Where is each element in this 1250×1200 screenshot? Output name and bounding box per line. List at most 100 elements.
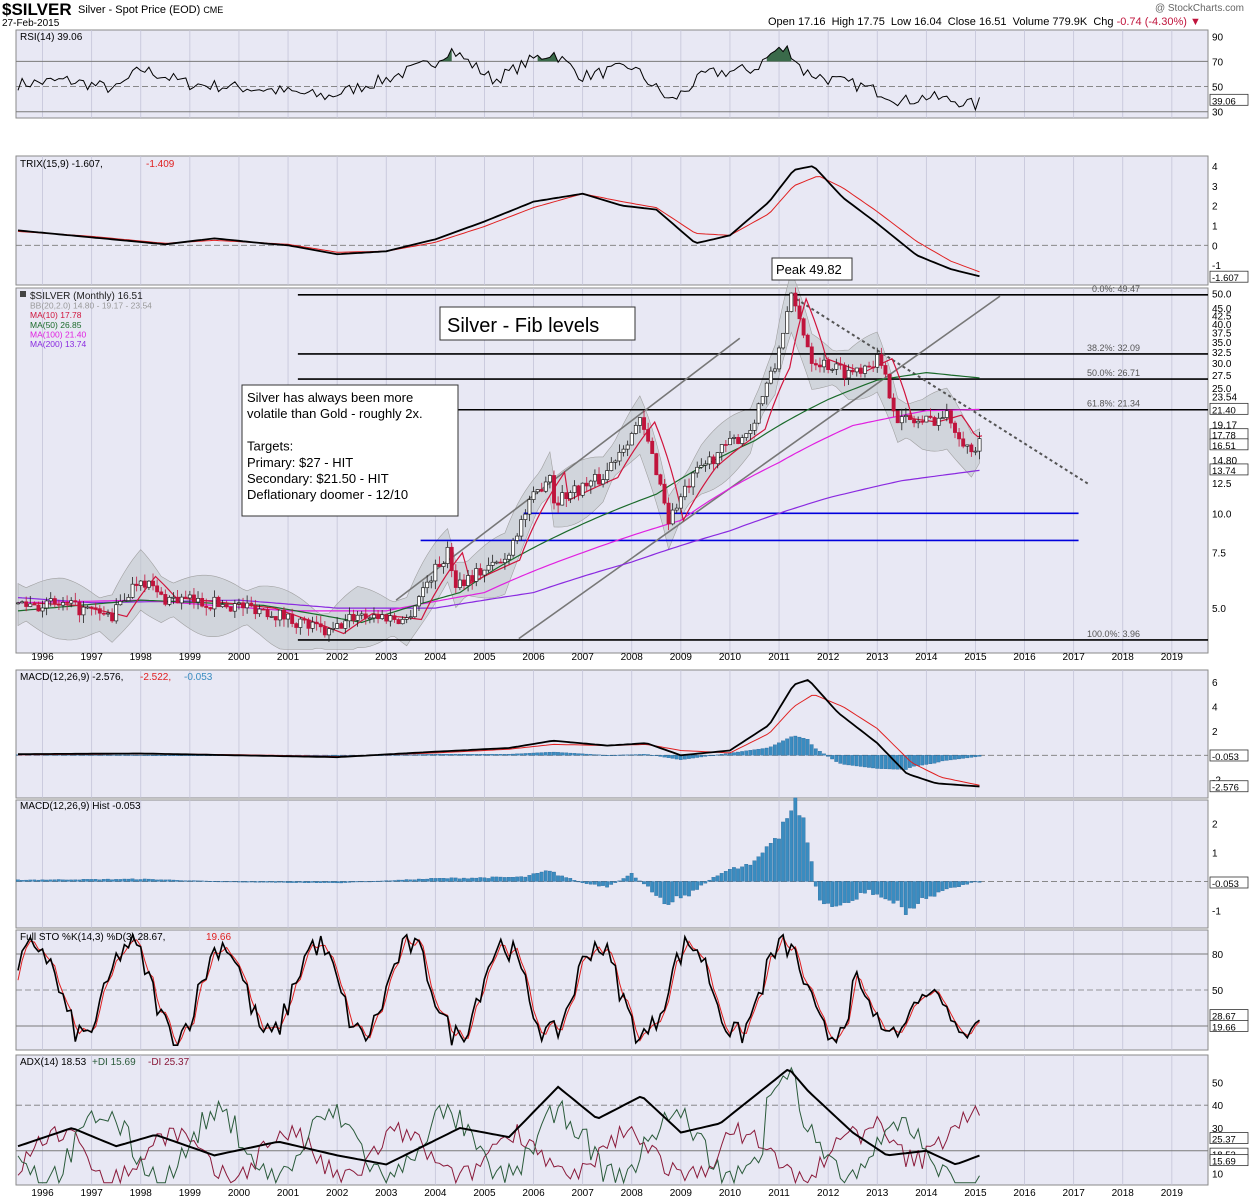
candle-body: [449, 546, 454, 572]
candle-body: [838, 363, 843, 366]
trix-line: [17, 165, 980, 278]
candle-body: [572, 485, 577, 493]
macd-hist-bar: [470, 754, 474, 756]
axis-tick-label: 50: [1212, 986, 1224, 997]
candle-body: [212, 596, 217, 610]
axis-tick-label: 2: [1212, 819, 1218, 830]
hist-bar: [511, 877, 515, 882]
hist-bar: [318, 881, 323, 883]
axis-tick-label: 1: [1212, 848, 1218, 859]
candle-body: [151, 580, 155, 587]
price-legend-entry: MA(10) 17.78: [30, 310, 82, 320]
macd-hist-bar: [138, 754, 143, 756]
candle-body: [470, 575, 475, 582]
macd-hist-bar: [146, 754, 151, 756]
hist-bar: [556, 875, 560, 882]
year-label: 1997: [81, 1188, 104, 1199]
value-box: [1209, 749, 1249, 762]
candle-body: [159, 591, 164, 595]
hist-bar: [740, 866, 744, 882]
macd-hist-bar: [637, 754, 642, 756]
hist-bar: [838, 881, 843, 906]
candle-body: [588, 480, 593, 487]
hist-bar: [543, 870, 548, 882]
macd-hist-bar: [584, 753, 589, 756]
candle-body: [367, 617, 372, 620]
hist-bar: [20, 880, 24, 882]
hist-bar: [85, 879, 90, 882]
macd-hist-bar: [777, 742, 781, 756]
candle-body: [396, 619, 401, 625]
macd-hist-bar: [744, 750, 749, 756]
chart-type-icon: [20, 291, 26, 297]
hist-bar: [28, 879, 33, 882]
candle-body: [867, 365, 872, 368]
macd-hist-bar: [662, 755, 667, 758]
hist-bar: [392, 880, 397, 882]
hist-bar: [265, 881, 270, 883]
candle-body: [20, 601, 25, 604]
candle-body: [948, 410, 953, 424]
hist-bar: [564, 877, 569, 882]
year-label: 2016: [1013, 652, 1036, 663]
hist-bar: [682, 881, 687, 896]
macd-hist-bar: [863, 755, 867, 768]
macd-hist-bar: [449, 754, 454, 756]
year-label: 2012: [817, 652, 840, 663]
macd-hist-bar: [556, 752, 560, 756]
macd-hist-bar: [642, 754, 646, 756]
axis-tick-label: 40: [1212, 1101, 1224, 1112]
macd-hist-bar: [56, 754, 61, 756]
overlay-layer: 90705039.063043210-1-1.60750.045.042.540…: [1209, 32, 1249, 1181]
hist-bar: [56, 879, 61, 882]
macd-hist-bar: [834, 755, 839, 762]
candle-body: [940, 417, 945, 419]
macd-hist-bar: [764, 747, 769, 756]
hist-bar: [261, 881, 266, 883]
hist-bar: [61, 879, 65, 882]
candle-body: [703, 463, 708, 466]
hist-bar: [678, 881, 683, 899]
axis-tick-label: 12.5: [1212, 479, 1232, 490]
macd-hist-bar: [564, 752, 569, 756]
hist-bar: [474, 877, 479, 882]
candle-body: [678, 496, 683, 509]
hist-bar: [502, 877, 507, 882]
year-label: 1999: [179, 1188, 202, 1199]
macd-hist-bar: [81, 754, 86, 756]
hist-bar: [760, 852, 765, 882]
candle-body: [298, 618, 303, 628]
macd-hist-bar: [85, 754, 90, 756]
hist-bar: [957, 881, 961, 887]
macd-hist-bar: [511, 753, 515, 756]
candle-body: [421, 587, 426, 598]
hist-bar: [732, 867, 736, 882]
candle-body: [457, 579, 462, 588]
hist-bar: [396, 879, 401, 882]
candle-body: [580, 482, 585, 496]
hist-bar: [138, 879, 143, 882]
macd-hist-bar: [920, 755, 925, 766]
year-label: 1998: [130, 652, 153, 663]
macd-hist-bar: [498, 754, 503, 756]
hist-bar: [699, 881, 704, 886]
hist-bar: [437, 878, 442, 882]
panel-macd: [15, 669, 1209, 799]
hist-bar: [670, 881, 675, 903]
hist-bar: [441, 878, 446, 882]
hist-bar: [793, 797, 798, 882]
value-box: [1209, 1020, 1249, 1032]
candle-body: [237, 602, 241, 605]
macd-hist-bar: [486, 754, 491, 756]
hist-bar: [719, 873, 724, 882]
candle-body: [36, 604, 41, 612]
macd-hist-bar: [335, 755, 339, 757]
macd-hist-bar: [547, 752, 552, 756]
macd-hist-bar: [110, 754, 114, 756]
hist-bar: [588, 881, 593, 885]
hist-bar: [93, 879, 98, 882]
macd-hist-bar: [691, 755, 695, 759]
hist-bar: [527, 875, 532, 882]
candle-body: [723, 444, 728, 446]
candle-body: [89, 606, 94, 609]
